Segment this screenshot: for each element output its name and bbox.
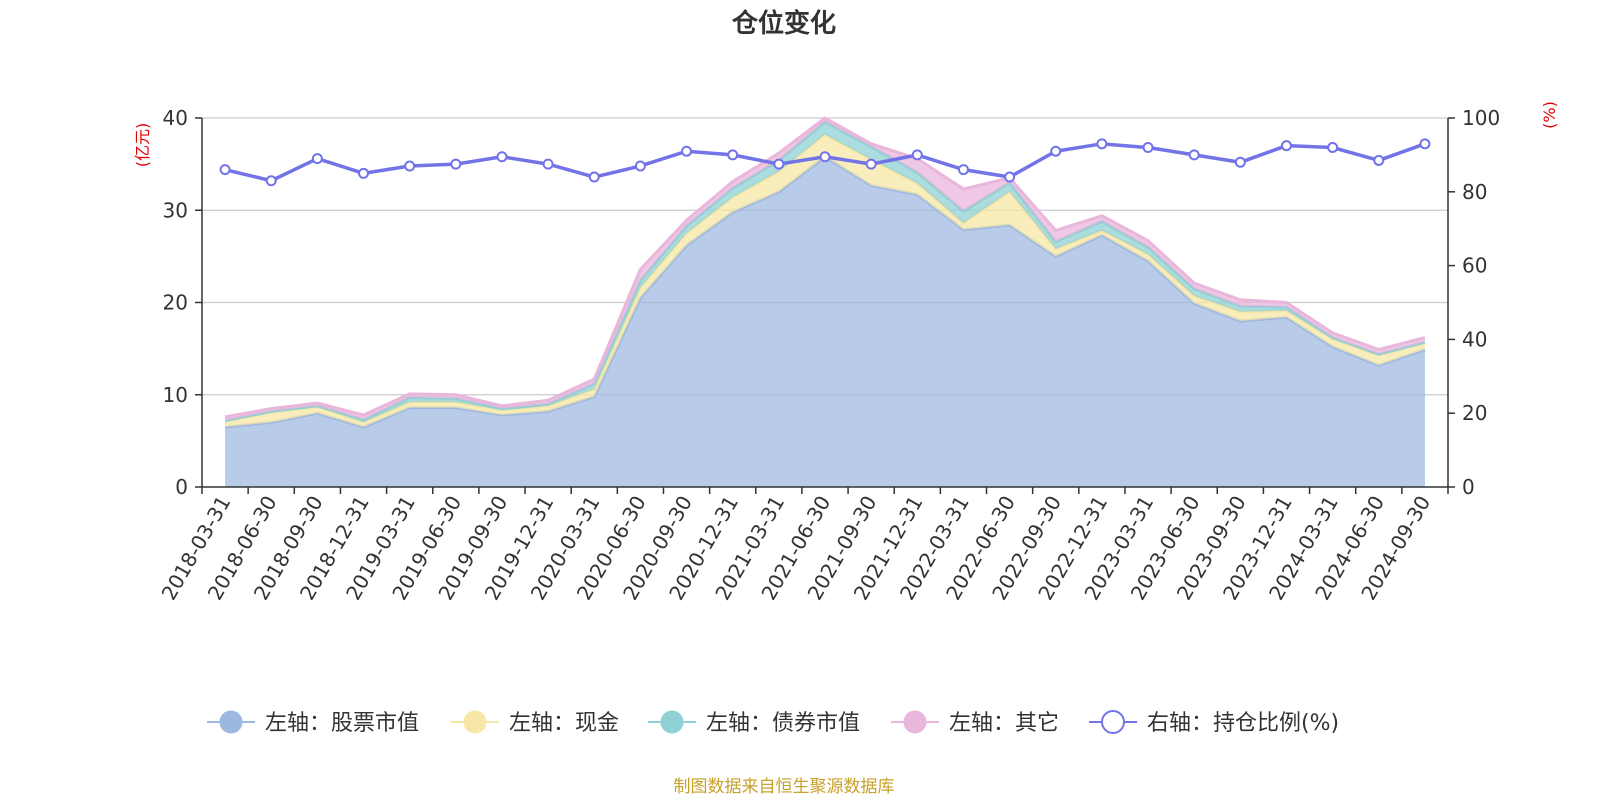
ratio-point bbox=[1050, 145, 1062, 157]
ratio-point bbox=[358, 167, 370, 179]
ratio-point bbox=[1280, 140, 1292, 152]
left-tick-label: 40 bbox=[163, 106, 188, 130]
ratio-point bbox=[865, 158, 877, 170]
ratio-point bbox=[1188, 149, 1200, 161]
ratio-point bbox=[542, 158, 554, 170]
legend-label: 左轴：其它 bbox=[949, 711, 1059, 736]
right-axis-unit: (%) bbox=[1540, 101, 1559, 129]
ratio-point bbox=[1096, 138, 1108, 150]
right-tick-label: 0 bbox=[1462, 475, 1475, 499]
legend-item-1[interactable]: 左轴：股票市值 bbox=[207, 710, 419, 736]
legend-marker bbox=[660, 710, 684, 734]
right-tick-label: 40 bbox=[1462, 327, 1487, 351]
legend-item-3[interactable]: 左轴：债券市值 bbox=[648, 710, 860, 736]
ratio-point bbox=[773, 158, 785, 170]
legend-item-5[interactable]: 右轴：持仓比例(%) bbox=[1089, 710, 1339, 736]
ratio-point bbox=[819, 151, 831, 163]
left-tick-label: 30 bbox=[163, 198, 188, 222]
right-tick-label: 100 bbox=[1462, 106, 1500, 130]
legend-label: 左轴：股票市值 bbox=[265, 711, 419, 736]
legend-marker bbox=[463, 710, 487, 734]
left-tick-label: 20 bbox=[163, 291, 188, 315]
right-tick-label: 20 bbox=[1462, 401, 1487, 425]
ratio-point bbox=[1419, 138, 1431, 150]
legend-item-2[interactable]: 左轴：现金 bbox=[451, 710, 619, 736]
legend-label: 左轴：债券市值 bbox=[706, 711, 860, 736]
area-series-1 bbox=[225, 156, 1425, 487]
chart-title: 仓位变化 bbox=[731, 8, 836, 39]
legend-item-4[interactable]: 左轴：其它 bbox=[891, 710, 1059, 736]
right-tick-label: 60 bbox=[1462, 254, 1487, 278]
ratio-point bbox=[911, 149, 923, 161]
ratio-point bbox=[1234, 156, 1246, 168]
ratio-point bbox=[404, 160, 416, 172]
ratio-point bbox=[219, 164, 231, 176]
ratio-point bbox=[450, 158, 462, 170]
left-tick-label: 0 bbox=[175, 475, 188, 499]
ratio-point bbox=[727, 149, 739, 161]
ratio-point bbox=[1373, 154, 1385, 166]
ratio-point bbox=[496, 151, 508, 163]
ratio-point bbox=[265, 175, 277, 187]
ratio-point bbox=[1327, 142, 1339, 154]
legend-marker bbox=[1101, 710, 1125, 734]
legend-label: 右轴：持仓比例(%) bbox=[1147, 711, 1339, 736]
legend-label: 左轴：现金 bbox=[509, 711, 619, 736]
ratio-point bbox=[311, 153, 323, 165]
legend-marker bbox=[903, 710, 927, 734]
ratio-point bbox=[634, 160, 646, 172]
holding-ratio-line bbox=[219, 138, 1431, 187]
left-tick-label: 10 bbox=[163, 383, 188, 407]
ratio-point bbox=[681, 145, 693, 157]
footer-source: 制图数据来自恒生聚源数据库 bbox=[674, 777, 895, 797]
area-edge-4 bbox=[224, 116, 1426, 419]
legend-marker bbox=[219, 710, 243, 734]
ratio-point bbox=[1004, 171, 1016, 183]
ratio-point bbox=[1142, 142, 1154, 154]
ratio-point bbox=[588, 171, 600, 183]
right-tick-label: 80 bbox=[1462, 180, 1487, 204]
ratio-point bbox=[957, 164, 969, 176]
left-axis-unit: (亿元) bbox=[133, 123, 152, 168]
legend: 左轴：股票市值 左轴：现金 左轴：债券市值 左轴：其它 右轴：持仓比例(%) bbox=[207, 710, 1339, 736]
